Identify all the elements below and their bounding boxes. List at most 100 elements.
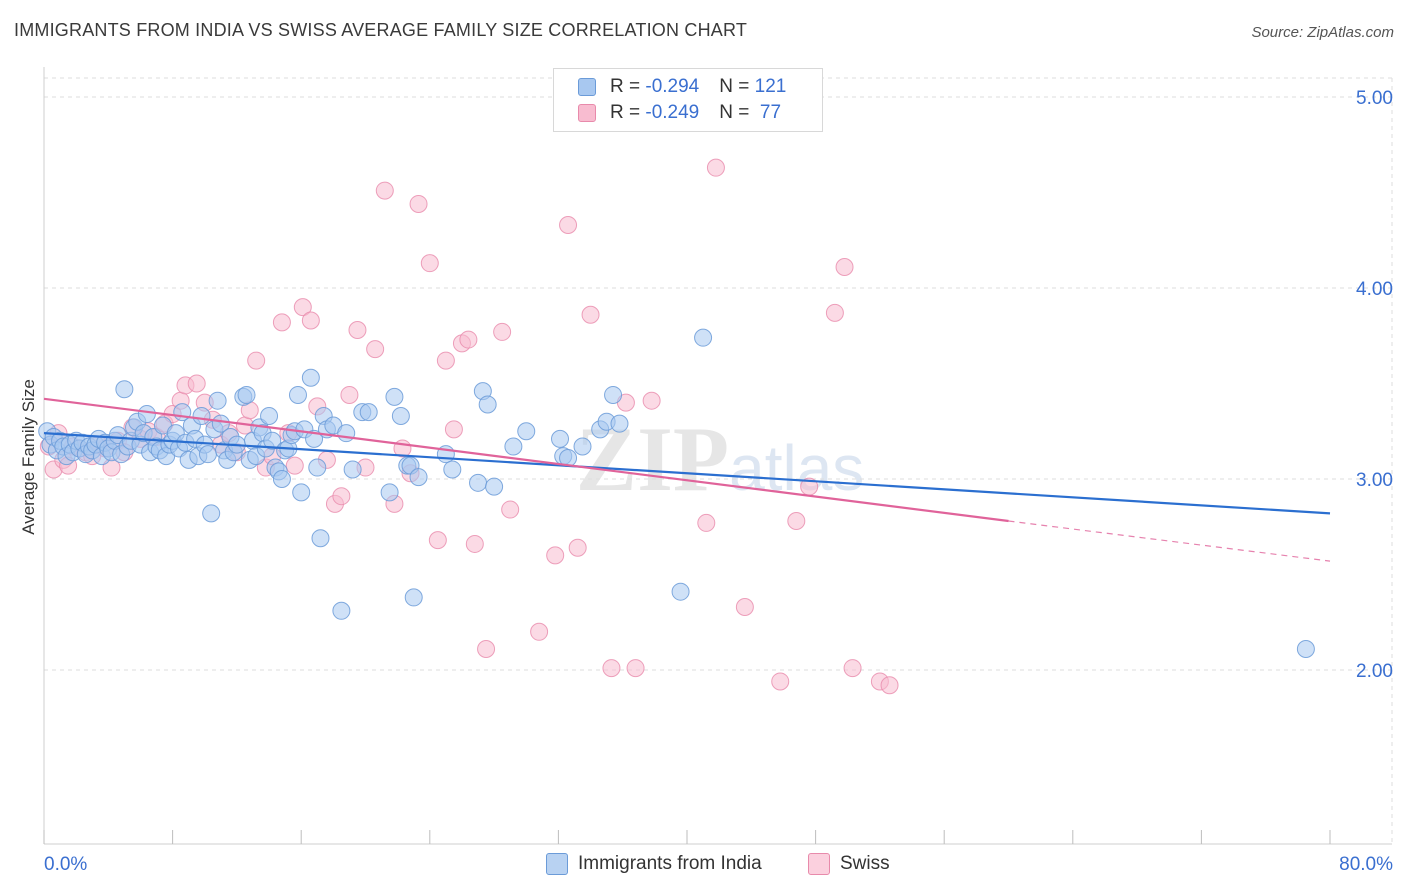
india-point [237,385,256,404]
bottom-swiss-label: Swiss [840,853,890,874]
india-point [694,328,713,347]
india-point [478,395,497,414]
india-point [198,445,217,464]
swiss-r-value: -0.249 [645,102,700,123]
india-point [260,406,279,425]
india-point [504,437,523,456]
swiss-point [835,257,854,276]
swiss-point [340,385,359,404]
swiss-point [187,374,206,393]
swiss-n-label: N = [719,102,755,123]
swiss-point [348,321,367,340]
swiss-point [880,676,899,695]
swiss-point [285,456,304,475]
axes [43,67,1392,845]
swiss-point [602,659,621,678]
india-point [610,414,629,433]
swiss-point [409,194,428,213]
stats-legend: R = -0.294 N = 121 R = -0.249 N = 77 [553,68,823,132]
swiss-point [642,391,661,410]
swiss-point [459,330,478,349]
india-point [332,601,351,620]
swiss-point [477,639,496,658]
india-point [115,380,134,399]
india-point [208,391,227,410]
india-point [443,460,462,479]
bottom-swiss-swatch [808,853,830,875]
swiss-point [301,311,320,330]
trend-lines [43,397,1331,562]
india-point [337,424,356,443]
swiss-r-label: R = [610,102,646,123]
swiss-point [375,181,394,200]
swiss-point [825,303,844,322]
axis-labels: 2.00 3.00 4.00 5.00 0.0% 80.0% Average Family … [19,88,1393,875]
source-label: Source: ZipAtlas.com [1251,24,1394,41]
swiss-trend-extension [1008,520,1331,562]
india-point [359,403,378,422]
legend-row-swiss: R = -0.249 N = 77 [578,101,781,125]
swiss-point [697,513,716,532]
india-point [573,437,592,456]
swiss-point [501,500,520,519]
swiss-point [272,313,291,332]
india-r-value: -0.294 [645,76,700,97]
bottom-legend-india: Immigrants from India [546,852,762,876]
swiss-point [293,298,312,317]
swiss-point [843,659,862,678]
india-point [604,385,623,404]
india-point [308,458,327,477]
bottom-india-swatch [546,853,568,875]
swiss-point [332,487,351,506]
india-point [343,460,362,479]
swiss-point [626,659,645,678]
bottom-legend-swiss: Swiss [808,852,890,876]
india-point [292,483,311,502]
chart-title: IMMIGRANTS FROM INDIA VS SWISS AVERAGE F… [14,20,748,40]
swiss-point [546,546,565,565]
swiss-point [436,351,455,370]
india-n-value: 121 [754,76,787,97]
india-point [391,406,410,425]
india-point [202,504,221,523]
y-tick-label: 4.00 [1356,279,1393,300]
swiss-point [444,420,463,439]
bottom-india-label: Immigrants from India [578,853,762,874]
swiss-point [366,340,385,359]
india-point [485,477,504,496]
india-point [272,470,291,488]
india-point [137,405,156,424]
swiss-point [735,597,754,616]
india-swatch [578,78,596,96]
india-r-label: R = [610,76,646,97]
swiss-point [771,672,790,691]
swiss-swatch [578,104,596,122]
india-point [263,431,282,450]
y-tick-label: 5.00 [1356,88,1393,109]
india-point [409,468,428,487]
swiss-n-value: 77 [754,102,782,123]
india-point [1296,639,1315,658]
india-n-label: N = [719,76,755,97]
x-tick-label-left: 0.0% [44,854,87,875]
swiss-point [465,534,484,553]
y-tick-label: 3.00 [1356,470,1393,491]
y-tick-label: 2.00 [1356,661,1393,682]
india-point [301,368,320,387]
india-point [551,429,570,448]
swiss-point [559,215,578,234]
legend-row-india: R = -0.294 N = 121 [578,75,786,99]
india-point [380,483,399,502]
y-axis-label: Average Family Size [19,379,38,535]
india-point [517,422,536,441]
swiss-point [787,512,806,531]
x-tick-label-right: 80.0% [1339,854,1393,875]
swiss-point [428,531,447,550]
india-trend-line [43,432,1331,515]
india-point [469,473,488,492]
india-point [192,406,211,425]
swiss-point [493,322,512,341]
india-point [311,529,330,548]
swiss-point [420,254,439,273]
